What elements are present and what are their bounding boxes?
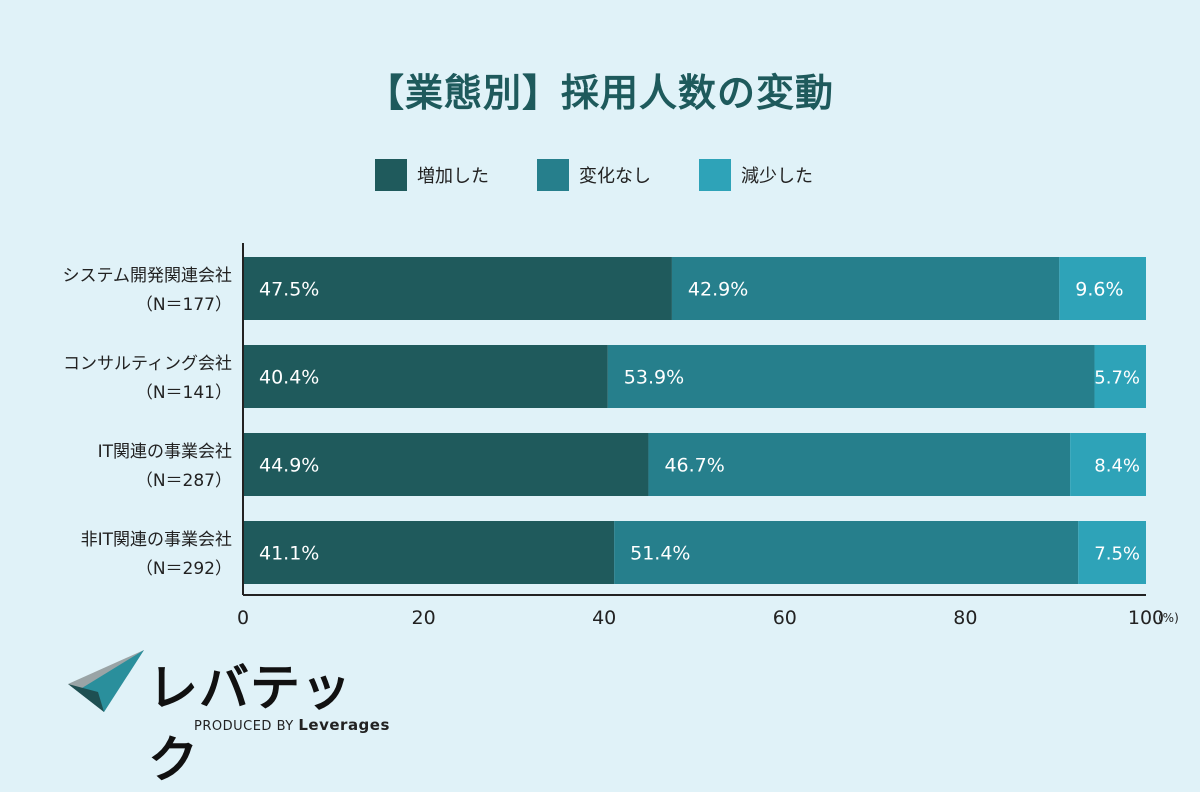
- legend-swatch-decrease: [699, 159, 731, 191]
- x-tick-label: 20: [412, 607, 436, 629]
- category-n-label: （N＝292）: [136, 559, 232, 579]
- bar-segment: [607, 345, 1095, 408]
- data-label: 47.5%: [259, 279, 319, 301]
- legend-item-nochange: 変化なし: [537, 159, 651, 191]
- legend-item-decrease: 減少した: [699, 159, 813, 191]
- logo-produced-by: PRODUCED BY: [194, 719, 294, 734]
- category-label: IT関連の事業会社: [98, 442, 232, 462]
- data-label: 51.4%: [630, 543, 690, 565]
- bar-segment: [648, 433, 1071, 496]
- bar-segment: [1070, 433, 1146, 496]
- legend-item-increase: 増加した: [375, 159, 489, 191]
- logo-wordmark: レバテック: [148, 659, 352, 789]
- data-label: 41.1%: [259, 543, 319, 565]
- bar-segment: [1094, 345, 1146, 408]
- legend-swatch-nochange: [537, 159, 569, 191]
- data-label: 44.9%: [259, 455, 319, 477]
- bar-segment: [243, 433, 649, 496]
- bar-segment: [614, 521, 1079, 584]
- bar-segment: [243, 345, 608, 408]
- legend-label-increase: 増加した: [417, 166, 489, 187]
- data-label: 42.9%: [688, 279, 748, 301]
- legend: 増加した 変化なし 減少した: [375, 159, 861, 191]
- legend-label-decrease: 減少した: [741, 166, 813, 187]
- bar-segment: [1059, 257, 1146, 320]
- category-n-label: （N＝141）: [136, 383, 232, 403]
- legend-label-nochange: 変化なし: [579, 166, 651, 187]
- category-n-label: （N＝287）: [136, 471, 232, 491]
- x-tick-label: 60: [773, 607, 797, 629]
- logo-mark-icon: [68, 650, 144, 712]
- chart-title: 【業態別】採用人数の変動: [365, 71, 834, 115]
- x-axis-unit: (%): [1158, 611, 1179, 625]
- category-label: システム開発関連会社: [63, 266, 233, 286]
- x-tick-label: 40: [592, 607, 616, 629]
- bar-segment: [243, 257, 672, 320]
- category-label: 非IT関連の事業会社: [81, 530, 232, 550]
- data-label: 8.4%: [1094, 456, 1140, 477]
- data-label: 40.4%: [259, 367, 319, 389]
- x-tick-label: 100: [1128, 607, 1164, 629]
- data-label: 5.7%: [1094, 368, 1140, 389]
- data-label: 46.7%: [664, 455, 724, 477]
- x-tick-label: 0: [237, 607, 249, 629]
- x-tick-label: 80: [953, 607, 977, 629]
- category-n-label: （N＝177）: [136, 295, 232, 315]
- bar-segment: [1078, 521, 1146, 584]
- bar-segment: [671, 257, 1060, 320]
- logo-brand: Leverages: [298, 716, 390, 734]
- levtech-logo: レバテック PRODUCED BY Leverages: [68, 650, 398, 789]
- data-label: 53.9%: [624, 367, 684, 389]
- category-label: コンサルティング会社: [63, 354, 232, 374]
- bar-segment: [243, 521, 615, 584]
- logo-subtitle: PRODUCED BY Leverages: [194, 716, 390, 734]
- data-label: 9.6%: [1075, 279, 1123, 301]
- data-label: 7.5%: [1094, 544, 1140, 565]
- legend-swatch-increase: [375, 159, 407, 191]
